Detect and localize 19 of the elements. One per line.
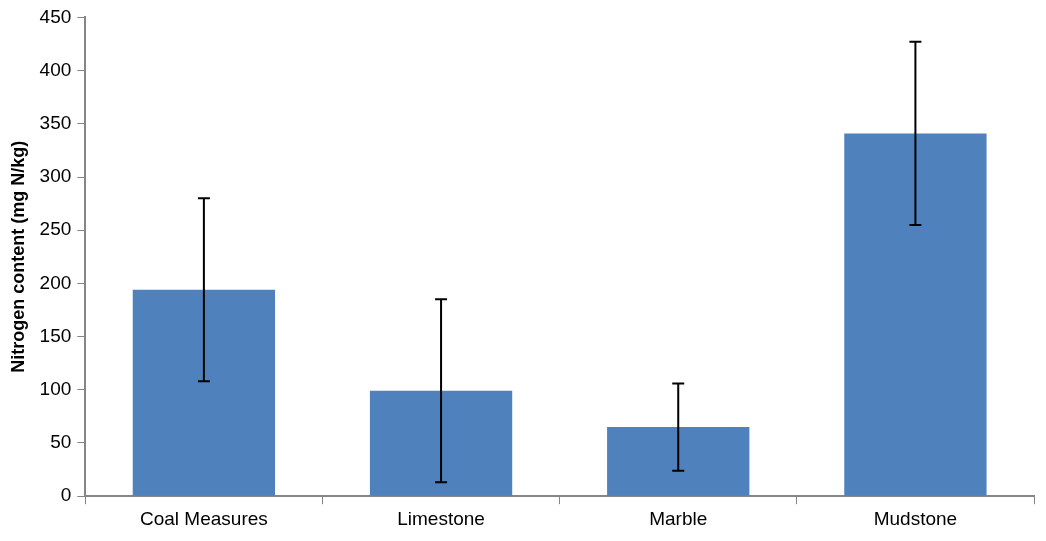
y-tick-label: 400 (39, 58, 72, 80)
x-tick-label: Limestone (397, 507, 485, 529)
y-tick-label: 50 (50, 431, 72, 453)
y-tick-label: 200 (39, 271, 72, 293)
y-tick-label: 350 (39, 112, 72, 134)
x-tick-label: Mudstone (873, 507, 958, 529)
y-tick-label: 450 (39, 5, 72, 27)
y-axis-title: Nitrogen content (mg N/kg) (7, 140, 28, 373)
y-tick-label: 300 (39, 165, 72, 187)
y-tick-label: 0 (60, 484, 72, 506)
bar (607, 427, 750, 496)
bar (844, 133, 987, 496)
bar (132, 289, 276, 496)
y-tick-label: 250 (39, 218, 72, 240)
y-tick-label: 150 (39, 324, 72, 346)
x-tick-label: Coal Measures (140, 507, 268, 529)
y-tick-label: 100 (39, 378, 72, 400)
bar (369, 390, 513, 496)
x-tick-label: Marble (649, 507, 708, 529)
